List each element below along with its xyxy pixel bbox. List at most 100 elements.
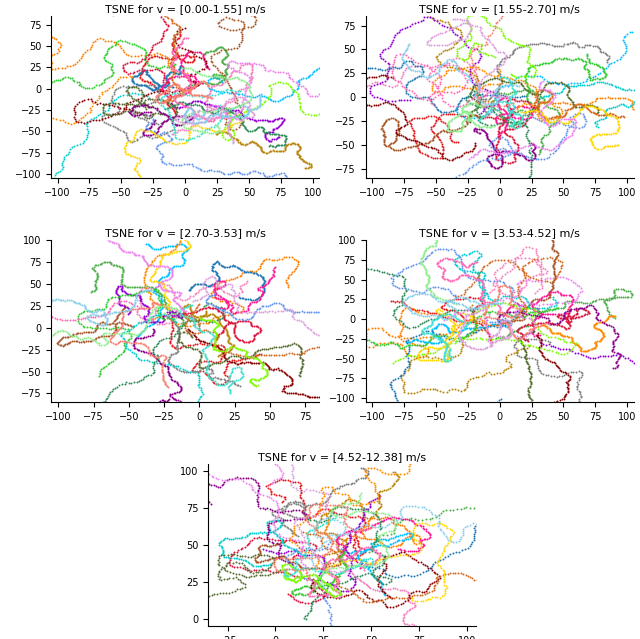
Point	[446, 332, 456, 343]
Point	[54, 295, 65, 305]
Point	[0, 247, 6, 258]
Point	[202, 95, 212, 105]
Point	[456, 15, 467, 25]
Point	[452, 330, 463, 341]
Point	[529, 492, 539, 502]
Point	[81, 304, 92, 314]
Point	[549, 371, 559, 381]
Point	[588, 481, 598, 491]
Point	[138, 44, 148, 54]
Point	[336, 539, 346, 549]
Point	[163, 382, 173, 392]
Point	[504, 111, 515, 121]
Point	[409, 554, 419, 564]
Point	[504, 321, 515, 331]
Point	[512, 334, 522, 344]
Point	[492, 517, 502, 527]
Point	[273, 173, 284, 183]
Point	[332, 536, 342, 546]
Point	[266, 343, 276, 353]
Point	[339, 558, 349, 569]
Point	[119, 142, 129, 153]
Point	[237, 268, 248, 278]
Point	[435, 571, 445, 581]
Point	[276, 298, 286, 309]
Point	[544, 402, 554, 412]
Point	[323, 515, 333, 525]
Point	[263, 569, 273, 580]
Point	[193, 109, 204, 119]
Point	[456, 151, 466, 161]
Point	[497, 332, 508, 343]
Point	[359, 578, 369, 588]
Point	[426, 141, 436, 151]
Point	[176, 50, 186, 60]
Point	[311, 541, 321, 551]
Point	[426, 507, 436, 517]
Point	[356, 528, 367, 538]
Point	[58, 295, 68, 305]
Point	[297, 562, 307, 573]
Point	[43, 60, 53, 70]
Point	[161, 292, 171, 302]
Point	[590, 337, 600, 347]
Point	[342, 527, 353, 537]
Point	[300, 390, 310, 400]
Point	[149, 243, 159, 254]
Point	[221, 297, 232, 307]
Point	[227, 366, 237, 376]
Point	[593, 144, 604, 154]
Point	[583, 67, 593, 77]
Point	[216, 70, 227, 80]
Point	[406, 338, 417, 348]
Point	[371, 557, 381, 567]
Point	[532, 256, 543, 266]
Point	[143, 285, 153, 295]
Point	[440, 295, 450, 305]
Point	[198, 51, 208, 61]
Point	[443, 99, 453, 109]
Point	[404, 361, 414, 371]
Point	[90, 323, 100, 334]
Point	[204, 291, 214, 302]
Point	[240, 59, 250, 69]
Point	[456, 258, 466, 268]
Point	[329, 515, 339, 525]
Point	[547, 77, 557, 87]
Point	[405, 340, 415, 350]
Point	[484, 146, 494, 156]
Point	[620, 112, 630, 122]
Point	[299, 571, 309, 581]
Point	[160, 354, 170, 364]
Point	[221, 127, 231, 137]
Point	[374, 572, 384, 582]
Point	[321, 320, 332, 330]
Point	[595, 45, 605, 56]
Point	[92, 422, 102, 433]
Point	[108, 328, 118, 339]
Point	[222, 84, 232, 95]
Point	[164, 313, 174, 323]
Point	[242, 531, 252, 541]
Point	[317, 329, 328, 339]
Point	[328, 592, 339, 602]
Point	[493, 91, 503, 101]
Point	[161, 302, 172, 312]
Point	[294, 75, 304, 85]
Point	[568, 119, 578, 130]
Point	[284, 571, 294, 581]
Point	[181, 300, 191, 311]
Point	[472, 78, 483, 88]
Point	[421, 355, 431, 365]
Point	[504, 93, 515, 104]
Point	[328, 312, 338, 323]
Point	[518, 275, 528, 285]
Point	[189, 289, 200, 300]
Point	[162, 103, 172, 113]
Point	[1, 320, 12, 330]
Point	[531, 105, 541, 115]
Point	[532, 93, 542, 104]
Point	[356, 488, 367, 498]
Point	[153, 63, 163, 73]
Point	[136, 287, 147, 297]
